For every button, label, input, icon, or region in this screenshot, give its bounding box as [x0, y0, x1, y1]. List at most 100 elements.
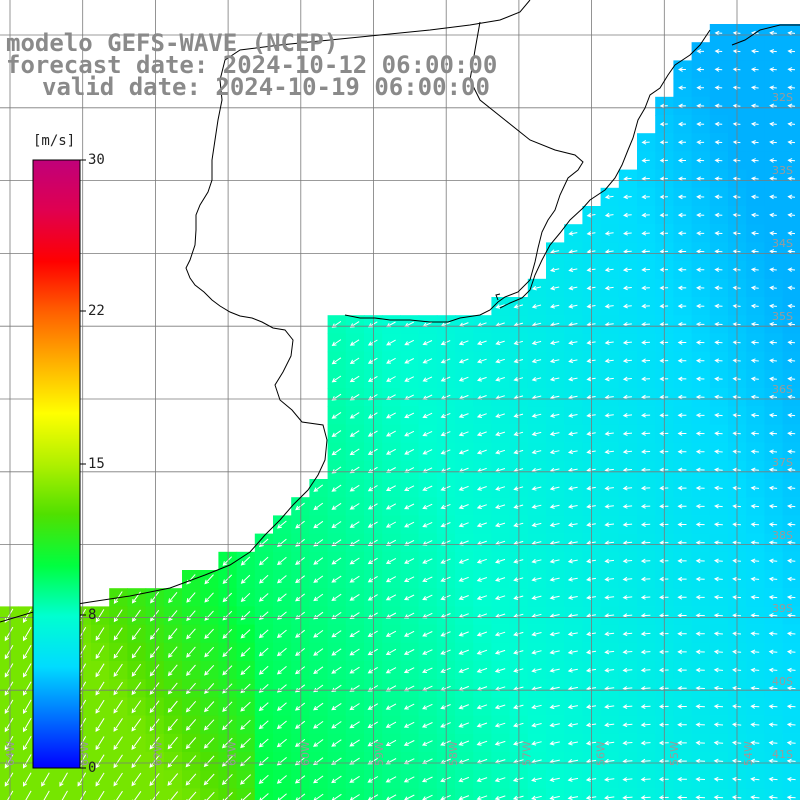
wind-arrow: [403, 594, 415, 601]
wind-arrow: [331, 521, 342, 529]
wind-arrow: [458, 595, 469, 601]
wind-arrow: [787, 212, 796, 218]
wind-arrow: [549, 413, 560, 418]
wind-arrow: [294, 684, 306, 693]
wind-arrow: [769, 230, 777, 236]
wind-arrow: [695, 722, 705, 728]
wind-arrow: [95, 790, 105, 800]
wind-arrow: [622, 613, 633, 618]
wind-arrow: [567, 722, 578, 728]
wind-arrow: [549, 431, 560, 437]
wind-arrow: [604, 722, 615, 728]
wind-arrow: [132, 791, 142, 800]
wind-arrow: [641, 431, 651, 436]
wind-arrow: [240, 647, 251, 657]
wind-arrow: [677, 540, 687, 546]
wind-arrow: [750, 340, 759, 345]
wind-arrow: [422, 631, 433, 637]
wind-cell: [91, 788, 110, 800]
wind-arrow: [786, 795, 796, 800]
wind-arrow: [677, 412, 687, 418]
wind-arrow: [622, 321, 632, 327]
lat-label: 41S: [772, 748, 793, 761]
wind-arrow: [22, 772, 32, 787]
wind-arrow: [640, 485, 651, 491]
wind-arrow: [113, 736, 123, 751]
lon-label: 59W: [373, 741, 386, 766]
wind-arrow: [259, 793, 269, 800]
wind-arrow: [695, 540, 705, 546]
wind-arrow: [714, 194, 723, 200]
wind-arrow: [750, 704, 760, 709]
wind-arrow: [787, 358, 796, 364]
wind-arrow: [495, 486, 506, 491]
wind-arrow: [641, 394, 651, 400]
wind-arrow: [641, 212, 650, 218]
wind-arrow: [168, 591, 178, 604]
wind-arrow: [787, 176, 796, 182]
wind-arrow: [131, 736, 142, 750]
wind-arrow: [787, 303, 796, 309]
wind-arrow: [567, 577, 578, 582]
wind-arrow: [403, 630, 415, 637]
wind-arrow: [695, 776, 706, 782]
wind-arrow: [787, 503, 796, 509]
wind-arrow: [258, 538, 269, 548]
wind-arrow: [331, 448, 342, 456]
wind-arrow: [695, 467, 705, 473]
wind-arrow: [385, 703, 397, 710]
wind-arrow: [787, 340, 796, 345]
wind-arrow: [495, 358, 505, 364]
wind-arrow: [167, 736, 178, 750]
wind-arrow: [677, 176, 686, 182]
wind-arrow: [458, 485, 469, 491]
wind-arrow: [677, 194, 687, 200]
wind-arrow: [258, 574, 269, 584]
wind-arrow: [331, 557, 342, 565]
wind-arrow: [549, 577, 560, 582]
wind-arrow: [786, 758, 796, 764]
wind-arrow: [750, 48, 759, 54]
colorbar-unit: [m/s]: [33, 133, 76, 149]
wind-arrow: [385, 521, 397, 528]
wind-arrow: [531, 285, 542, 291]
wind-arrow: [787, 230, 796, 236]
wind-arrow: [695, 358, 705, 364]
wind-arrow: [531, 704, 542, 710]
wind-arrow: [713, 540, 723, 546]
wind-arrow: [622, 722, 633, 728]
wind-arrow: [349, 339, 360, 346]
lat-label: 40S: [772, 675, 793, 688]
wind-arrow: [713, 576, 723, 582]
wind-arrow: [494, 722, 506, 728]
wind-arrow: [495, 558, 506, 564]
wind-cell: [764, 788, 784, 800]
wind-arrow: [604, 522, 615, 527]
wind-arrow: [476, 595, 488, 601]
wind-arrow: [604, 740, 615, 746]
wind-arrow: [641, 139, 650, 145]
wind-arrow: [531, 449, 542, 455]
wind-arrow: [787, 412, 796, 418]
wind-cell: [618, 788, 638, 800]
wind-arrow: [258, 756, 269, 766]
wind-arrow: [43, 790, 50, 800]
wind-arrow: [677, 358, 687, 364]
wind-arrow: [422, 703, 433, 710]
wind-arrow: [458, 449, 469, 455]
wind-arrow: [677, 704, 687, 709]
wind-arrow: [769, 30, 777, 36]
wind-arrow: [95, 718, 105, 732]
wind-arrow: [641, 158, 650, 163]
wind-arrow: [567, 777, 579, 782]
wind-arrow: [458, 358, 469, 364]
coastline: [0, 0, 584, 623]
wind-arrow: [25, 790, 32, 800]
wind-arrow: [604, 449, 614, 455]
wind-arrow: [131, 663, 142, 677]
wind-cell: [527, 788, 547, 800]
wind-arrow: [331, 721, 342, 729]
wind-arrow: [22, 645, 32, 660]
wind-arrow: [641, 194, 650, 200]
